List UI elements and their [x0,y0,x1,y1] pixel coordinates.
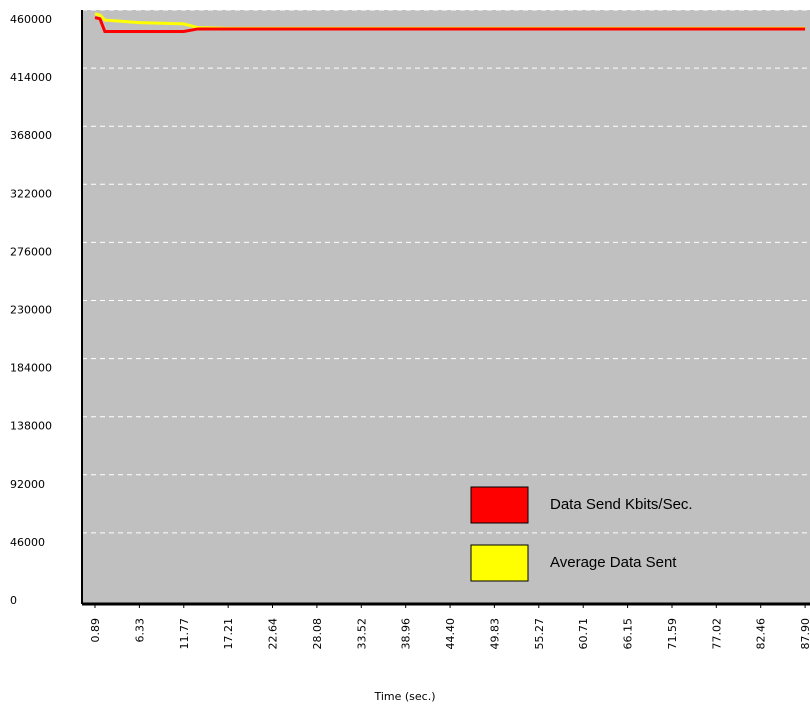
y-tick-label: 92000 [10,478,45,491]
y-tick-label: 322000 [10,187,52,200]
x-tick-label: 82.46 [755,618,768,650]
x-tick-label: 49.83 [488,618,501,650]
x-tick-label: 55.27 [533,618,546,650]
x-tick-label: 28.08 [311,618,324,650]
x-tick-label: 17.21 [222,618,235,650]
y-tick-label: 230000 [10,303,52,316]
y-tick-label: 460000 [10,13,52,26]
x-tick-label: 44.40 [444,618,457,650]
legend-text: Data Send Kbits/Sec. [550,496,693,513]
x-tick-label: 33.52 [355,618,368,650]
y-tick-label: 276000 [10,245,52,258]
x-tick-label: 77.02 [710,618,723,650]
x-tick-label: 11.77 [178,618,191,650]
legend-swatch [470,544,529,582]
y-tick-label: 414000 [10,71,52,84]
plot-area [82,10,810,604]
x-tick-label: 87.90 [799,618,810,650]
x-tick-label: 66.15 [622,618,635,650]
y-tick-label: 0 [10,594,17,607]
x-tick-label: 71.59 [666,618,679,650]
y-tick-label: 184000 [10,362,52,375]
y-tick-label: 138000 [10,420,52,433]
series-line [94,16,806,33]
x-tick-label: 6.33 [133,618,146,643]
x-tick-label: 22.64 [266,618,279,650]
y-tick-label: 46000 [10,536,45,549]
legend-text: Average Data Sent [550,554,677,571]
x-tick-label: 0.89 [89,618,102,643]
x-tick-label: 38.96 [400,618,413,650]
legend-swatch [470,486,529,524]
y-tick-label: 368000 [10,129,52,142]
x-tick-label: 60.71 [577,618,590,650]
x-axis-label: Time (sec.) [373,690,435,703]
